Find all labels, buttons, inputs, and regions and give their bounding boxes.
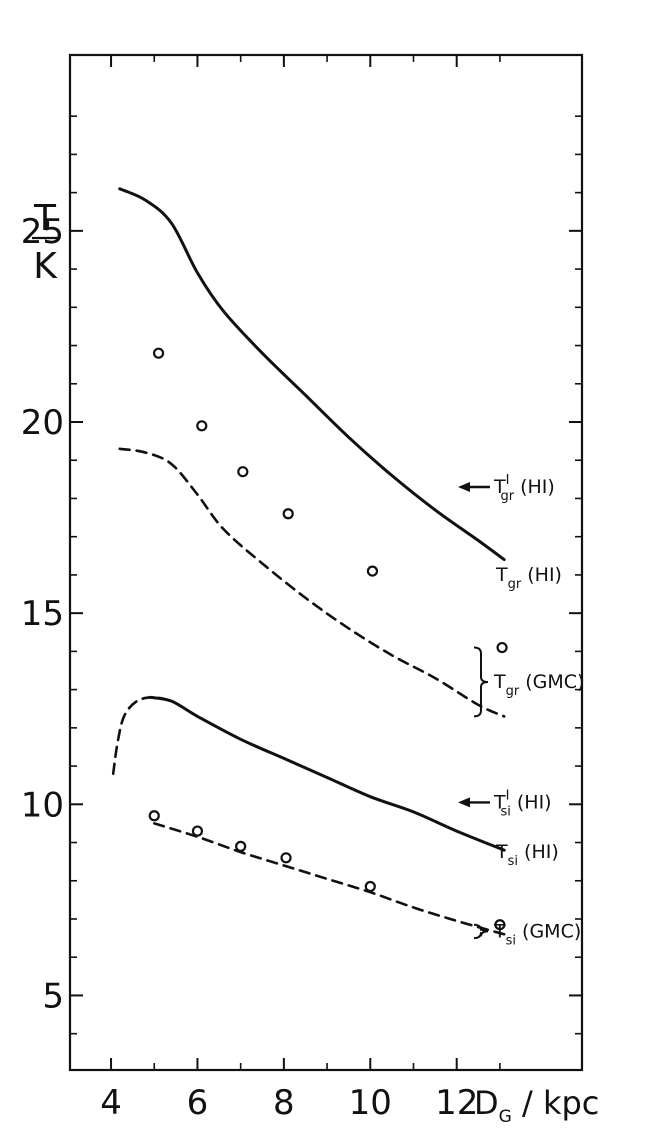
data-point <box>282 508 294 520</box>
series-label-2: Tsi (HI) <box>495 841 559 869</box>
points-layer <box>148 347 508 931</box>
series-line-0 <box>118 187 506 562</box>
arrow-annotation-label-1: TI si (HI) <box>493 788 552 819</box>
y-tick-label: 5 <box>42 976 64 1016</box>
series-line-1 <box>118 447 506 718</box>
annotation-arrow-head <box>458 481 470 492</box>
data-point <box>364 880 376 893</box>
y-tick-label: 15 <box>21 594 64 634</box>
annotation-arrow-head <box>458 797 470 808</box>
labels-layer: TK DG / kpc TI gr (HI) TI si (HI) Tgr (HI) Tgr … <box>32 198 599 1127</box>
series-label-4: Tsi (GMC) <box>493 920 581 948</box>
plot-frame <box>68 53 584 1072</box>
y-tick-label: 25 <box>21 212 64 252</box>
data-point <box>148 810 160 822</box>
x-tick-label: 8 <box>273 1083 295 1123</box>
series-brace <box>473 646 489 718</box>
y-tick-label: 10 <box>21 785 64 825</box>
y-tick-label: 20 <box>21 403 64 443</box>
ticks: 4 6 8 10 12 5 10 15 20 25 <box>21 55 582 1123</box>
data-point <box>196 420 208 432</box>
x-tick-label: 10 <box>349 1083 392 1123</box>
data-point <box>494 919 506 931</box>
data-point <box>496 641 508 654</box>
data-point <box>280 852 292 864</box>
series-line-2 <box>148 695 506 852</box>
data-point <box>235 840 247 852</box>
arrow-annotation-label-0: TI gr (HI) <box>493 473 555 504</box>
series-line-4 <box>153 822 506 936</box>
x-axis-label: DG / kpc <box>474 1084 599 1127</box>
data-point <box>191 825 204 837</box>
data-point <box>366 565 379 577</box>
y-axis-label-den: K <box>33 246 58 287</box>
x-tick-label: 6 <box>187 1083 209 1123</box>
x-tick-label: 12 <box>435 1083 478 1123</box>
series-layer <box>111 187 506 936</box>
y-axis-label-num: T <box>33 198 57 239</box>
data-point <box>237 466 249 478</box>
series-label-0: Tgr (HI) <box>495 564 562 592</box>
series-label-1: Tgr (GMC) <box>493 671 584 699</box>
series-brace <box>473 923 489 940</box>
data-point <box>152 347 165 359</box>
x-tick-label: 4 <box>100 1083 122 1123</box>
series-line-3 <box>111 695 173 775</box>
